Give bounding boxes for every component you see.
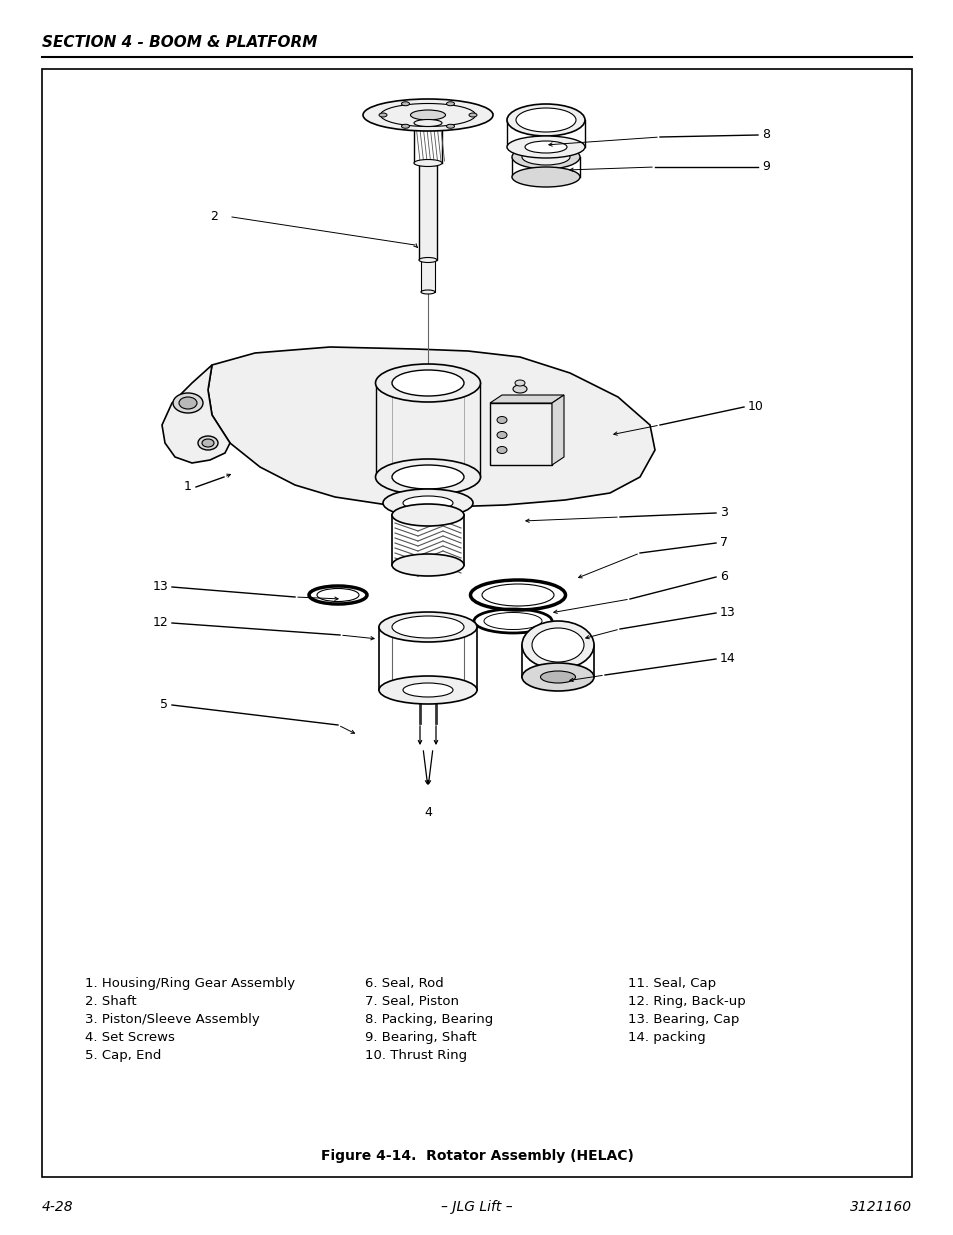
Text: 6: 6 bbox=[720, 571, 727, 583]
Text: 11. Seal, Cap: 11. Seal, Cap bbox=[627, 977, 716, 990]
Ellipse shape bbox=[378, 613, 476, 642]
Text: 7: 7 bbox=[720, 536, 727, 550]
Ellipse shape bbox=[392, 466, 463, 489]
Ellipse shape bbox=[521, 663, 594, 692]
Ellipse shape bbox=[513, 385, 526, 393]
Text: 2: 2 bbox=[210, 210, 217, 224]
Ellipse shape bbox=[382, 489, 473, 517]
Bar bbox=[42, 69, 911, 1177]
Ellipse shape bbox=[506, 104, 584, 136]
Text: 10: 10 bbox=[747, 400, 763, 414]
Text: 2. Shaft: 2. Shaft bbox=[85, 995, 136, 1008]
Ellipse shape bbox=[446, 101, 454, 106]
Polygon shape bbox=[208, 347, 655, 508]
Ellipse shape bbox=[401, 125, 409, 128]
Ellipse shape bbox=[483, 613, 541, 630]
Text: Figure 4-14.  Rotator Assembly (HELAC): Figure 4-14. Rotator Assembly (HELAC) bbox=[320, 1149, 633, 1163]
Text: 14. packing: 14. packing bbox=[627, 1031, 705, 1044]
Text: 13: 13 bbox=[152, 580, 168, 594]
Text: 12: 12 bbox=[152, 616, 168, 630]
Text: 3. Piston/Sleeve Assembly: 3. Piston/Sleeve Assembly bbox=[85, 1013, 259, 1026]
Ellipse shape bbox=[179, 396, 196, 409]
Ellipse shape bbox=[512, 144, 579, 169]
Text: 12. Ring, Back-up: 12. Ring, Back-up bbox=[627, 995, 745, 1008]
Ellipse shape bbox=[540, 671, 575, 683]
Ellipse shape bbox=[375, 459, 480, 495]
Text: 5: 5 bbox=[160, 699, 168, 711]
Polygon shape bbox=[552, 395, 563, 466]
Ellipse shape bbox=[414, 120, 441, 126]
Ellipse shape bbox=[172, 393, 203, 412]
Text: 1: 1 bbox=[184, 480, 192, 494]
Text: 4-28: 4-28 bbox=[42, 1200, 73, 1214]
Ellipse shape bbox=[446, 125, 454, 128]
Ellipse shape bbox=[532, 629, 583, 662]
Polygon shape bbox=[162, 366, 230, 463]
Ellipse shape bbox=[402, 683, 453, 697]
Text: 3121160: 3121160 bbox=[849, 1200, 911, 1214]
Ellipse shape bbox=[380, 104, 475, 126]
Ellipse shape bbox=[420, 290, 435, 294]
Ellipse shape bbox=[363, 99, 493, 131]
Text: SECTION 4 - BOOM & PLATFORM: SECTION 4 - BOOM & PLATFORM bbox=[42, 35, 317, 49]
Text: 8: 8 bbox=[761, 128, 769, 142]
Ellipse shape bbox=[375, 364, 480, 403]
Ellipse shape bbox=[506, 136, 584, 158]
Text: 3: 3 bbox=[720, 506, 727, 520]
Ellipse shape bbox=[469, 112, 476, 117]
Text: 13: 13 bbox=[720, 606, 735, 620]
Ellipse shape bbox=[524, 141, 566, 153]
Text: 7. Seal, Piston: 7. Seal, Piston bbox=[365, 995, 458, 1008]
Bar bbox=[490, 403, 552, 466]
Ellipse shape bbox=[521, 149, 569, 165]
Ellipse shape bbox=[497, 431, 506, 438]
Ellipse shape bbox=[392, 555, 463, 576]
Text: 4: 4 bbox=[424, 806, 432, 820]
Ellipse shape bbox=[392, 504, 463, 526]
Ellipse shape bbox=[497, 447, 506, 453]
Text: 5. Cap, End: 5. Cap, End bbox=[85, 1049, 161, 1062]
Text: 6. Seal, Rod: 6. Seal, Rod bbox=[365, 977, 443, 990]
Polygon shape bbox=[490, 395, 563, 403]
Text: 4. Set Screws: 4. Set Screws bbox=[85, 1031, 174, 1044]
Text: 13. Bearing, Cap: 13. Bearing, Cap bbox=[627, 1013, 739, 1026]
Ellipse shape bbox=[316, 589, 358, 601]
Ellipse shape bbox=[512, 167, 579, 186]
Ellipse shape bbox=[521, 621, 594, 669]
Ellipse shape bbox=[401, 101, 409, 106]
Text: 14: 14 bbox=[720, 652, 735, 666]
Ellipse shape bbox=[202, 438, 213, 447]
Ellipse shape bbox=[418, 258, 436, 263]
Ellipse shape bbox=[378, 112, 387, 117]
Ellipse shape bbox=[414, 159, 441, 167]
Text: 9: 9 bbox=[761, 161, 769, 173]
Ellipse shape bbox=[497, 416, 506, 424]
Text: 10. Thrust Ring: 10. Thrust Ring bbox=[365, 1049, 467, 1062]
Text: 9. Bearing, Shaft: 9. Bearing, Shaft bbox=[365, 1031, 476, 1044]
Bar bbox=[418, 165, 436, 261]
Ellipse shape bbox=[402, 496, 453, 510]
Ellipse shape bbox=[392, 370, 463, 396]
Ellipse shape bbox=[378, 676, 476, 704]
Ellipse shape bbox=[198, 436, 218, 450]
Ellipse shape bbox=[515, 380, 524, 387]
Ellipse shape bbox=[516, 107, 576, 132]
Text: – JLG Lift –: – JLG Lift – bbox=[440, 1200, 513, 1214]
Bar bbox=[420, 261, 435, 291]
Text: 8. Packing, Bearing: 8. Packing, Bearing bbox=[365, 1013, 493, 1026]
Text: 1. Housing/Ring Gear Assembly: 1. Housing/Ring Gear Assembly bbox=[85, 977, 294, 990]
Ellipse shape bbox=[481, 584, 554, 606]
Ellipse shape bbox=[392, 616, 463, 638]
Ellipse shape bbox=[410, 110, 445, 120]
